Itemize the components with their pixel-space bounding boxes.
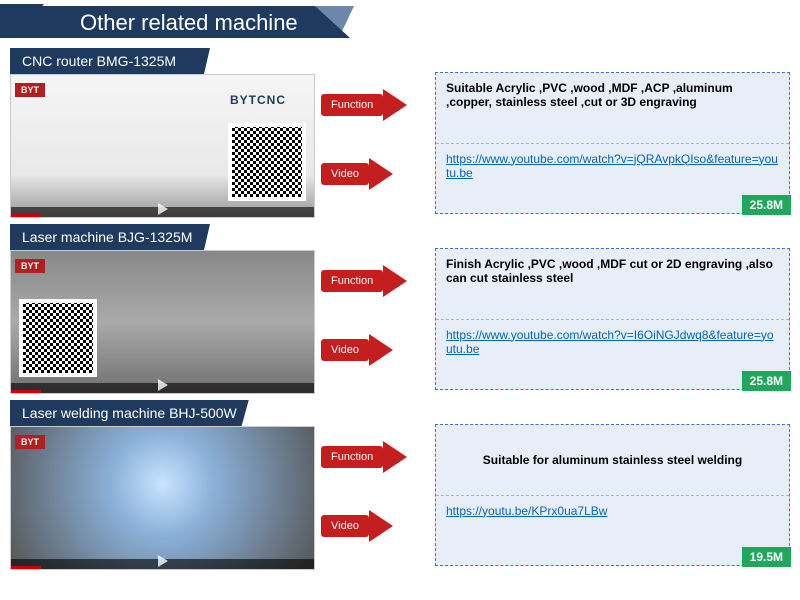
video-link-cell: https://youtu.be/KPrx0ua7LBw xyxy=(436,496,789,566)
function-text: Finish Acrylic ,PVC ,wood ,MDF cut or 2D… xyxy=(436,249,789,320)
function-arrow: Function xyxy=(315,443,435,471)
arrow-label: Video xyxy=(321,515,369,537)
machine-row: Laser machine BJG-1325M BYT Function Vid… xyxy=(0,224,800,394)
arrow-head-icon xyxy=(369,510,393,542)
machine-title: Laser machine BJG-1325M xyxy=(10,224,210,250)
play-icon[interactable] xyxy=(158,555,168,567)
arrow-label: Function xyxy=(321,94,383,116)
machine-title: CNC router BMG-1325M xyxy=(10,48,210,74)
info-panel: Suitable for aluminum stainless steel we… xyxy=(435,424,790,566)
machine-row: Laser welding machine BHJ-500W BYT Funct… xyxy=(0,400,800,570)
video-progress xyxy=(11,214,41,217)
arrow-head-icon xyxy=(383,265,407,297)
function-arrow: Function xyxy=(315,267,435,295)
brand-tag: BYT xyxy=(15,83,45,97)
brand-tag: BYT xyxy=(15,435,45,449)
arrow-column: Function Video xyxy=(315,48,435,218)
page-title: Other related machine xyxy=(80,10,298,36)
arrow-head-icon xyxy=(383,89,407,121)
video-link[interactable]: https://www.youtube.com/watch?v=jQRAvpkQ… xyxy=(446,152,778,180)
brand-tag: BYT xyxy=(15,259,45,273)
video-progress xyxy=(11,566,41,569)
arrow-label: Function xyxy=(321,270,383,292)
arrow-column: Function Video xyxy=(315,400,435,570)
video-arrow: Video xyxy=(315,160,435,188)
arrow-head-icon xyxy=(369,334,393,366)
size-badge: 19.5M xyxy=(742,547,791,567)
function-text: Suitable for aluminum stainless steel we… xyxy=(436,425,789,496)
size-badge: 25.8M xyxy=(742,371,791,391)
arrow-label: Video xyxy=(321,163,369,185)
machine-thumbnail[interactable]: BYT xyxy=(10,426,315,570)
function-arrow: Function xyxy=(315,91,435,119)
machine-row: CNC router BMG-1325M BYT BYTCNC Function… xyxy=(0,48,800,218)
video-link[interactable]: https://youtu.be/KPrx0ua7LBw xyxy=(446,504,607,518)
machine-title: Laser welding machine BHJ-500W xyxy=(10,400,249,426)
play-icon[interactable] xyxy=(158,379,168,391)
play-icon[interactable] xyxy=(158,203,168,215)
qr-code xyxy=(19,299,97,377)
video-link[interactable]: https://www.youtube.com/watch?v=I6OiNGJd… xyxy=(446,328,774,356)
machine-left-col: Laser welding machine BHJ-500W BYT xyxy=(10,400,315,570)
info-panel: Suitable Acrylic ,PVC ,wood ,MDF ,ACP ,a… xyxy=(435,72,790,214)
arrow-column: Function Video xyxy=(315,224,435,394)
video-link-cell: https://www.youtube.com/watch?v=I6OiNGJd… xyxy=(436,320,789,390)
video-arrow: Video xyxy=(315,512,435,540)
function-text: Suitable Acrylic ,PVC ,wood ,MDF ,ACP ,a… xyxy=(436,73,789,144)
brand-logo-text: BYTCNC xyxy=(230,93,286,107)
arrow-label: Function xyxy=(321,446,383,468)
info-panel: Finish Acrylic ,PVC ,wood ,MDF cut or 2D… xyxy=(435,248,790,390)
machine-thumbnail[interactable]: BYT BYTCNC xyxy=(10,74,315,218)
qr-code xyxy=(228,123,306,201)
size-badge: 25.8M xyxy=(742,195,791,215)
machine-left-col: CNC router BMG-1325M BYT BYTCNC xyxy=(10,48,315,218)
arrow-head-icon xyxy=(369,158,393,190)
machine-left-col: Laser machine BJG-1325M BYT xyxy=(10,224,315,394)
video-arrow: Video xyxy=(315,336,435,364)
arrow-head-icon xyxy=(383,441,407,473)
video-progress xyxy=(11,390,41,393)
video-link-cell: https://www.youtube.com/watch?v=jQRAvpkQ… xyxy=(436,144,789,214)
page-header: Other related machine xyxy=(0,0,800,44)
arrow-label: Video xyxy=(321,339,369,361)
machine-thumbnail[interactable]: BYT xyxy=(10,250,315,394)
